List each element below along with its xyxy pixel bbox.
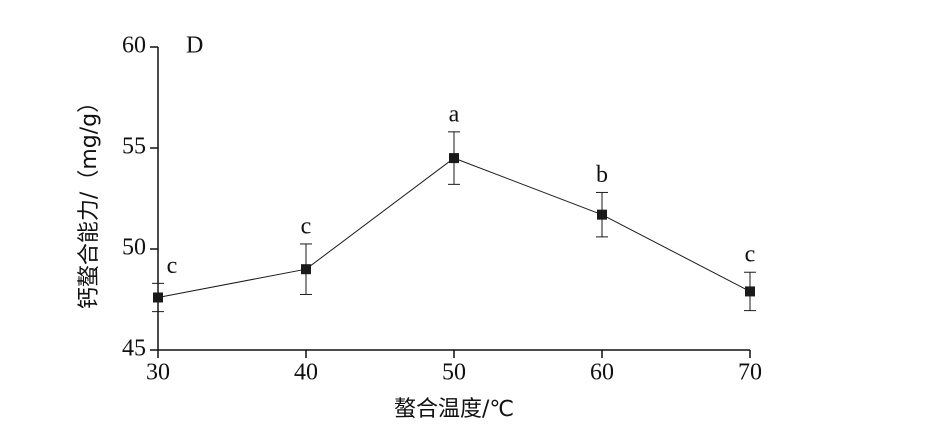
significance-label: a (449, 101, 460, 127)
y-tick-label: 45 (122, 336, 146, 362)
panel-label: D (186, 33, 203, 59)
y-tick-label: 50 (122, 235, 146, 261)
x-tick-label: 70 (738, 360, 762, 386)
marker (153, 292, 163, 303)
x-tick-label: 30 (146, 360, 170, 386)
x-axis-label: 螯合温度/℃ (394, 397, 514, 422)
x-tick-label: 60 (590, 360, 614, 386)
y-tick-label: 60 (122, 33, 146, 59)
x-tick-label: 50 (442, 360, 466, 386)
marker (597, 209, 607, 220)
significance-label: c (745, 242, 756, 268)
marker (449, 153, 459, 164)
significance-label: c (167, 253, 178, 279)
marker (745, 286, 755, 297)
x-tick-label: 40 (294, 360, 318, 386)
y-axis-label: 钙螯合能力/（mg/g） (77, 91, 102, 309)
y-tick-label: 55 (122, 134, 146, 160)
significance-label: c (301, 213, 312, 239)
marker (301, 264, 311, 275)
significance-label: b (596, 162, 608, 188)
